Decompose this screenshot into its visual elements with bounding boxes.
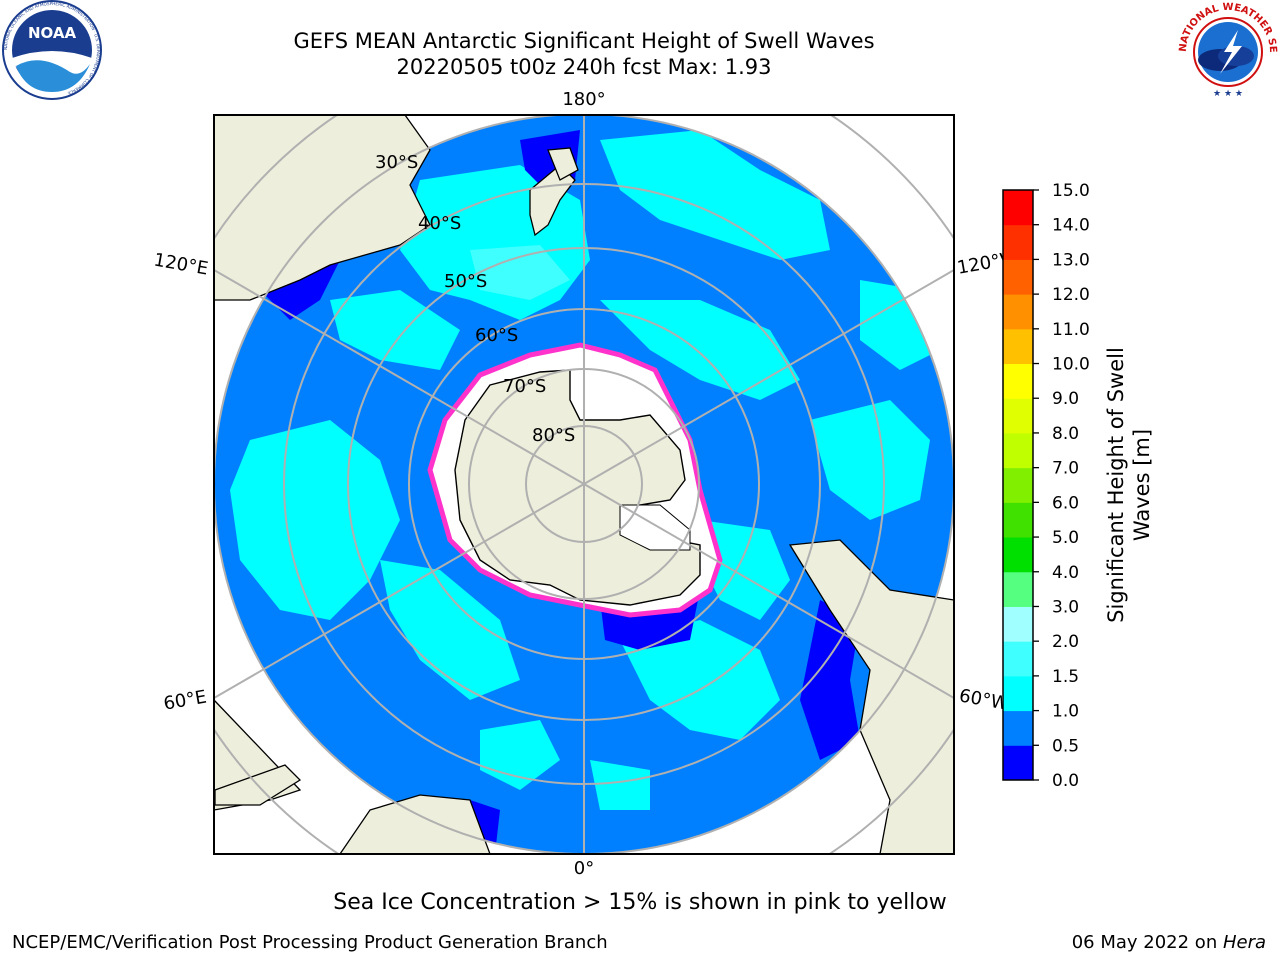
noaa-logo: NOAA NATIONAL OCEANIC AND ATMOSPHERIC AD… [2,0,102,100]
lat-label-60s: 60°S [475,325,518,346]
colorbar-segment [1003,537,1033,573]
footer-date: 06 May 2022 on Hera [1072,932,1266,953]
colorbar-segment [1003,571,1033,607]
colorbar-segment [1003,467,1033,503]
colorbar-tick-label: 5.0 [1052,528,1079,548]
footer-machine: Hera [1222,932,1266,953]
colorbar-tick-label: 12.0 [1052,285,1090,305]
colorbar-segment [1003,502,1033,538]
colorbar-tick-label: 9.0 [1052,389,1079,409]
lat-label-50s: 50°S [444,271,487,292]
lat-label-40s: 40°S [418,213,461,234]
colorbar-label: Significant Height of Swell Waves [m] [1104,347,1154,623]
colorbar-frame [1002,189,1034,781]
nws-logo: NATIONAL WEATHER SERVICE ★ ★ ★ [1176,0,1278,102]
colorbar-segment [1003,363,1033,399]
colorbar-tick-label: 8.0 [1052,424,1079,444]
graticule [214,115,954,854]
chart-subtitle: 20220505 t00z 240h fcst Max: 1.93 [396,55,772,79]
lat-label-80s: 80°S [532,425,575,446]
colorbar-tick-label: 0.5 [1052,736,1079,756]
lon-label-120e: 120°E [152,249,210,279]
noaa-logo-text: NOAA [28,24,77,42]
colorbar-segment [1003,745,1033,781]
colorbar-segment [1003,328,1033,365]
colorbar-segment [1003,606,1033,642]
lon-label-60e: 60°E [162,686,208,714]
colorbar: 0.0 0.5 1.0 1.5 2.0 3.0 4.0 5.0 6.0 7.0 8.0 9.0 10.0… [1002,181,1090,791]
colorbar-tick-label: 6.0 [1052,493,1079,513]
lon-label-180: 180° [562,89,605,110]
colorbar-segment [1003,398,1033,434]
ross-ice-shelf [619,504,691,551]
colorbar-tick-label: 13.0 [1052,250,1090,270]
colorbar-segment [1003,432,1033,469]
colorbar-segment [1003,259,1033,295]
colorbar-tick-label: 4.0 [1052,563,1079,583]
footer-date-text: 06 May 2022 on [1071,932,1223,953]
colorbar-segment [1003,190,1033,226]
sea-ice-note: Sea Ice Concentration > 15% is shown in … [333,890,947,915]
colorbar-tick-label: 11.0 [1052,320,1090,340]
lat-label-30s: 30°S [375,152,418,173]
colorbar-segment [1003,641,1033,677]
colorbar-tick-label: 0.0 [1052,771,1079,791]
colorbar-tick-label: 15.0 [1052,181,1090,201]
svg-text:★ ★ ★: ★ ★ ★ [1213,89,1243,99]
colorbar-tick-label: 2.0 [1052,632,1079,652]
colorbar-tick-label: 10.0 [1052,355,1090,375]
map-frame [213,114,955,855]
colorbar-tick-label: 14.0 [1052,216,1090,236]
colorbar-tick-label: 7.0 [1052,459,1079,479]
colorbar-tick-label: 3.0 [1052,597,1079,617]
colorbar-segment [1003,294,1033,330]
colorbar-tick-label: 1.5 [1052,667,1079,687]
lon-label-0: 0° [574,858,594,879]
colorbar-tick-label: 1.0 [1052,702,1079,722]
colorbar-segment [1003,675,1033,712]
chart-title: GEFS MEAN Antarctic Significant Height o… [293,29,875,53]
meridian-60e-120w [214,269,954,699]
swell-patches-1.5-2m [470,245,570,300]
colorbar-segment [1003,710,1033,746]
lat-label-70s: 70°S [503,376,546,397]
footer-branch: NCEP/EMC/Verification Post Processing Pr… [12,932,608,953]
colorbar-segment [1003,224,1033,260]
